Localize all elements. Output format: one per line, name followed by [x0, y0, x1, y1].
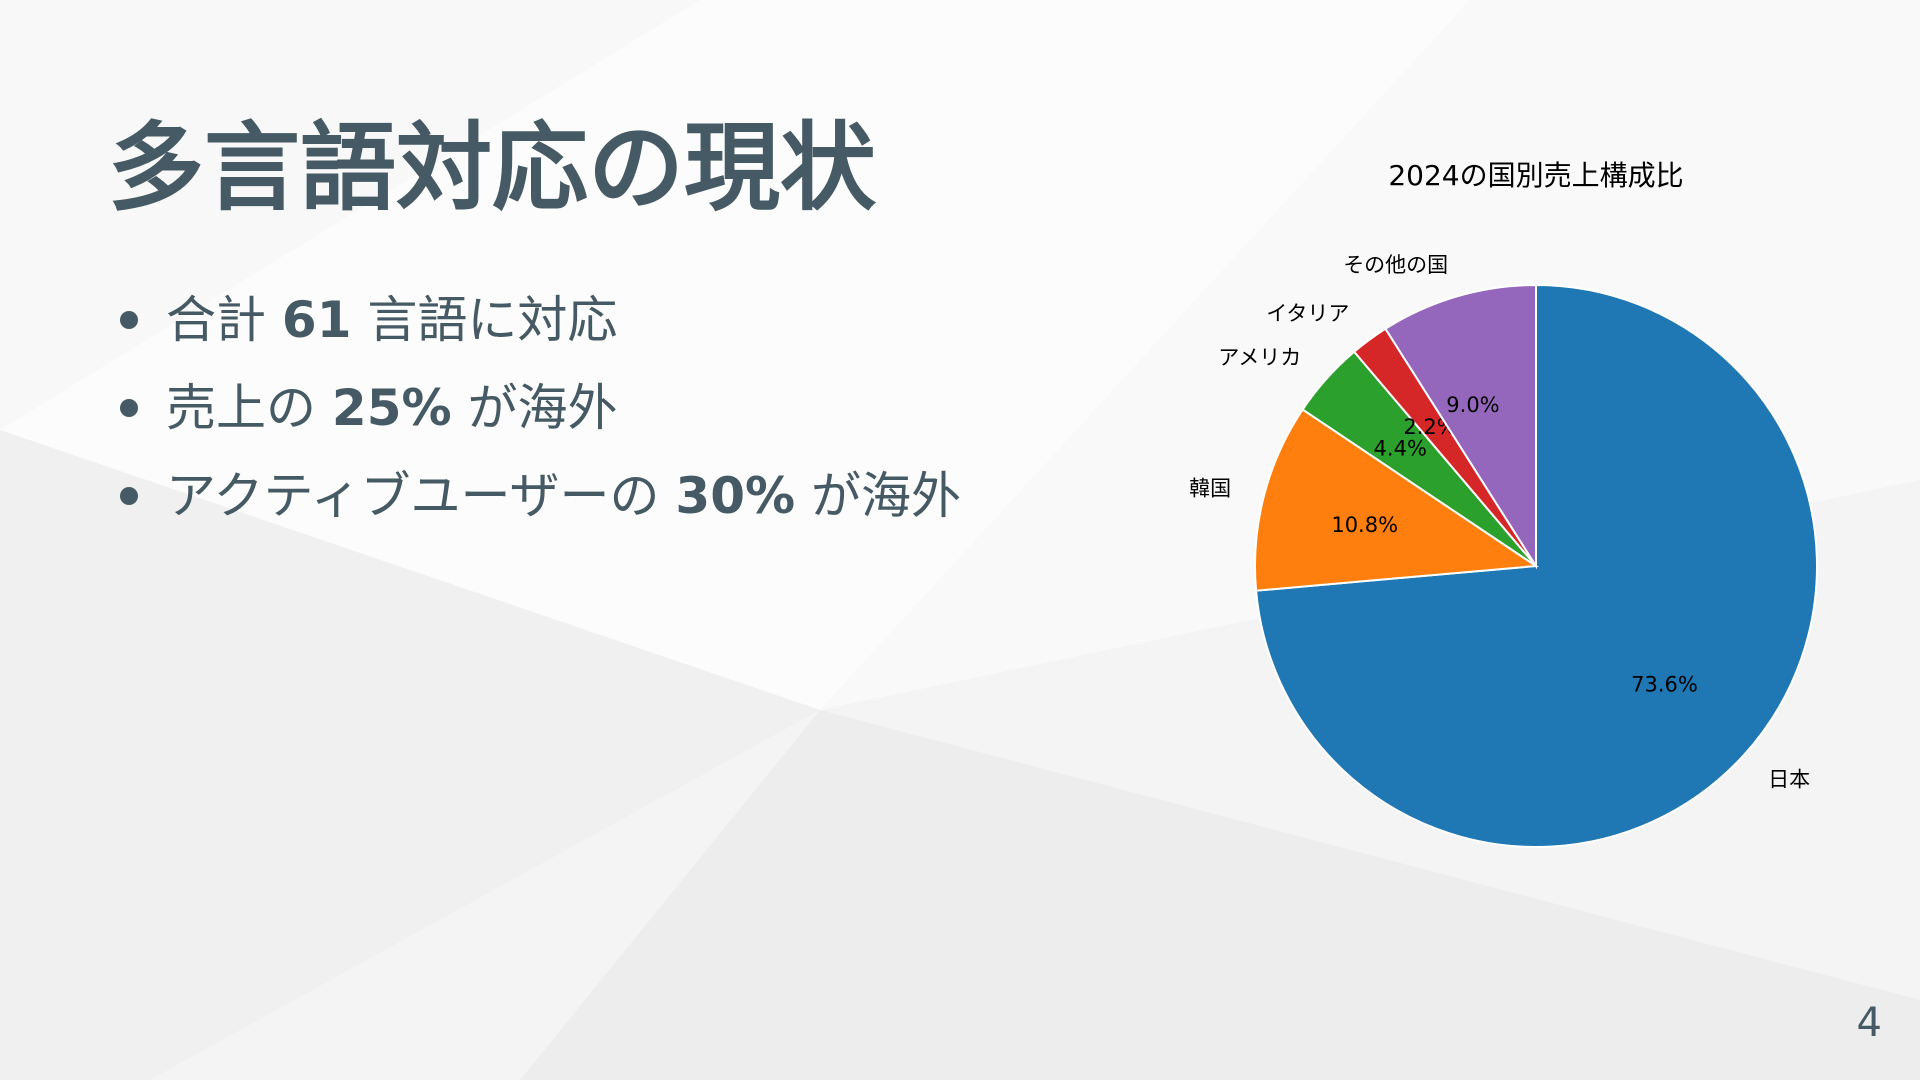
- bullet-emphasis: 61: [281, 291, 352, 349]
- bullet-dot-icon: [120, 311, 138, 329]
- pie-slice: [1254, 408, 1539, 592]
- bullet-list: 合計 61 言語に対応 売上の 25% が海外 アクティブユーザーの 30% が…: [120, 285, 961, 549]
- slice-category-label: 韓国: [1189, 477, 1231, 501]
- chart-title: 2024の国別売上構成比: [1388, 159, 1683, 192]
- bullet-text: が海外: [795, 467, 961, 525]
- slice-percent-label: 4.4%: [1374, 437, 1427, 461]
- slice-percent-label: 9.0%: [1446, 393, 1499, 417]
- bullet-dot-icon: [120, 399, 138, 417]
- slice-category-label: アメリカ: [1218, 345, 1301, 369]
- bullet-text: アクティブユーザーの: [166, 467, 676, 525]
- page-number: 4: [1856, 1000, 1882, 1046]
- bullet-item: アクティブユーザーの 30% が海外: [120, 461, 961, 549]
- bullet-text: 言語に対応: [351, 291, 618, 349]
- slice-percent-label: 73.6%: [1631, 673, 1698, 697]
- bullet-emphasis: 25%: [331, 379, 452, 437]
- bullet-emphasis: 30%: [675, 467, 796, 525]
- pie-chart: 2024の国別売上構成比日本73.6%韓国10.8%アメリカ4.4%イタリア2.…: [1189, 159, 1818, 848]
- pie-slice: [1384, 283, 1537, 570]
- bullet-text: 売上の: [166, 379, 332, 437]
- slice-category-label: 日本: [1768, 768, 1810, 792]
- slice-percent-label: 10.8%: [1331, 513, 1398, 537]
- slice-category-label: イタリア: [1266, 302, 1349, 326]
- bullet-text: 合計: [166, 291, 282, 349]
- slide-title: 多言語対応の現状: [108, 112, 876, 224]
- bullet-dot-icon: [120, 487, 138, 505]
- bullet-item: 合計 61 言語に対応: [120, 285, 961, 373]
- bullet-text: が海外: [451, 379, 618, 437]
- slice-category-label: その他の国: [1343, 253, 1448, 277]
- bullet-item: 売上の 25% が海外: [120, 373, 961, 461]
